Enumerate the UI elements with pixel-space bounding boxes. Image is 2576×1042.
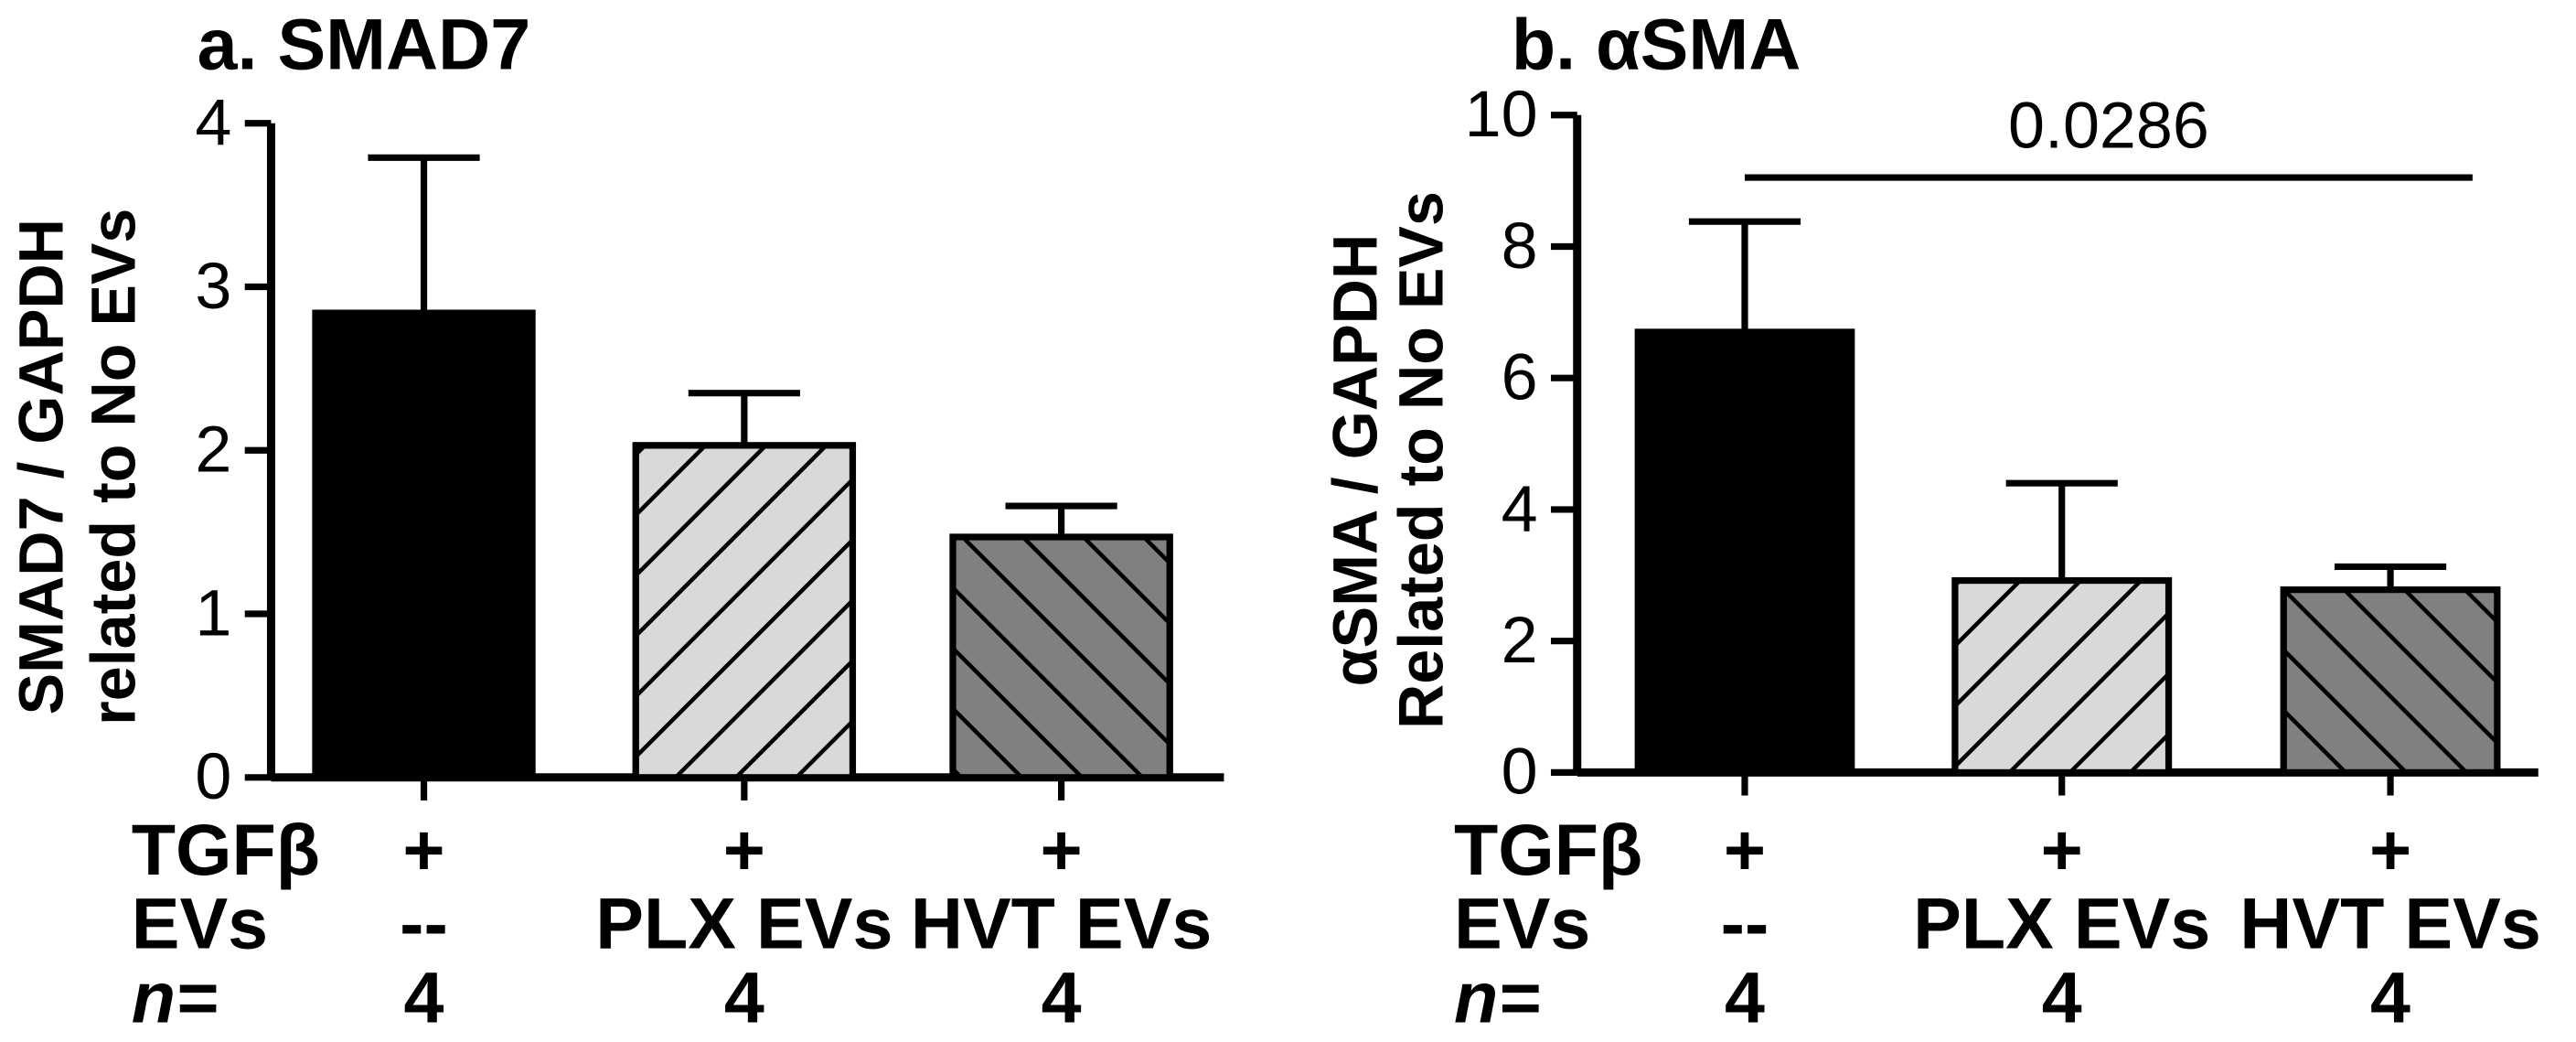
y-tick-label: 8	[1502, 209, 1538, 283]
significance-label: 0.0286	[2008, 90, 2209, 163]
row-cell: 4	[724, 956, 764, 1037]
y-axis-label-line: Related to No EVs	[1386, 191, 1456, 729]
bar-hatch-1	[1951, 576, 2173, 776]
row-cell: 4	[1725, 956, 1765, 1037]
y-tick-label: 2	[1502, 604, 1538, 677]
row-cell: --	[1721, 883, 1769, 964]
y-tick-label: 2	[195, 414, 231, 487]
bar-hatch-1	[632, 442, 857, 781]
chart-title: b. αSMA	[1512, 3, 1801, 84]
y-axis-label-line: SMAD7 / GAPDH	[6, 219, 76, 714]
chart-scale-group: a. SMAD7 SMAD7 / GAPDH related to No EVs 0 1…	[6, 3, 2541, 1037]
row-cell: +	[2369, 809, 2411, 890]
bar-hatch-2	[2280, 586, 2501, 776]
row-cell: 4	[404, 956, 444, 1037]
row-cell: +	[723, 809, 765, 890]
row-cell: +	[1724, 809, 1766, 890]
row-label: n=	[132, 956, 218, 1037]
y-tick-label: 1	[195, 576, 231, 650]
row-label: EVs	[132, 883, 268, 964]
row-cell: --	[400, 883, 448, 964]
y-tick-label: 3	[195, 250, 231, 323]
row-label: TGFβ	[1454, 809, 1642, 890]
row-cell: 4	[2370, 956, 2410, 1037]
y-tick-label: 6	[1502, 341, 1538, 414]
row-label: TGFβ	[132, 809, 320, 890]
y-axis-label-line: related to No EVs	[79, 209, 148, 725]
chart-panel-a: a. SMAD7 SMAD7 / GAPDH related to No EVs 0 1…	[6, 3, 1224, 1037]
row-cell: HVT EVs	[911, 883, 1212, 964]
row-cell: HVT EVs	[2239, 883, 2540, 964]
row-cell: +	[402, 809, 444, 890]
y-tick-label: 4	[195, 86, 231, 159]
y-axis-label-line: αSMA / GAPDH	[1321, 234, 1391, 687]
y-tick-label: 10	[1465, 78, 1538, 151]
y-tick-label: 4	[1502, 472, 1538, 545]
row-cell: 4	[1042, 956, 1082, 1037]
row-label: n=	[1454, 956, 1540, 1037]
y-tick-label: 0	[1502, 736, 1538, 809]
bar-0	[1634, 328, 1855, 776]
bar-hatch-2	[949, 533, 1173, 781]
bar-0	[312, 309, 536, 781]
row-cell: 4	[2042, 956, 2082, 1037]
y-tick-label: 0	[195, 740, 231, 813]
chart-title: a. SMAD7	[198, 3, 531, 84]
row-cell: +	[2041, 809, 2083, 890]
row-cell: PLX EVs	[595, 883, 893, 964]
row-cell: +	[1041, 809, 1083, 890]
row-label: EVs	[1454, 883, 1590, 964]
row-cell: PLX EVs	[1913, 883, 2210, 964]
